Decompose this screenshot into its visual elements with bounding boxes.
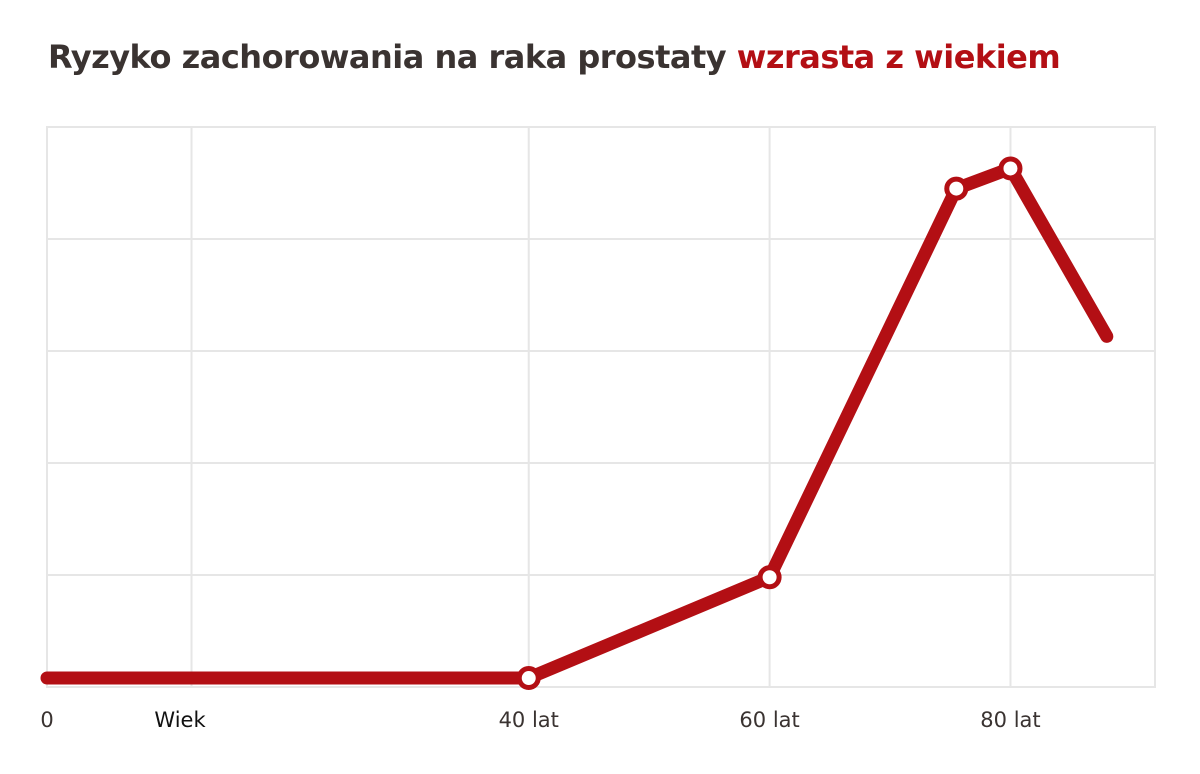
x-tick-label: 60 lat (739, 708, 799, 732)
line-layer (40, 161, 1114, 685)
x-tick-label: 40 lat (499, 708, 559, 732)
data-point (757, 565, 782, 590)
series-line (40, 161, 1114, 685)
chart-title-accent: wzrasta z wiekiem (736, 38, 1061, 76)
plot-area-border (46, 126, 1156, 688)
x-axis-title: Wiek (154, 708, 206, 732)
x-tick-label: 0 (40, 708, 53, 732)
label-layer: 0 40 lat 60 lat 80 lat Wiek (40, 708, 1040, 732)
grid-layer (47, 127, 1155, 687)
marker-layer (516, 156, 1023, 691)
data-point (516, 666, 541, 691)
data-point (998, 156, 1023, 181)
chart-title-main: Ryzyko zachorowania na raka prostaty (48, 38, 727, 76)
data-point (944, 176, 969, 201)
x-tick-label: 80 lat (980, 708, 1040, 732)
chart-title: Ryzyko zachorowania na raka prostaty wzr… (48, 38, 1061, 76)
